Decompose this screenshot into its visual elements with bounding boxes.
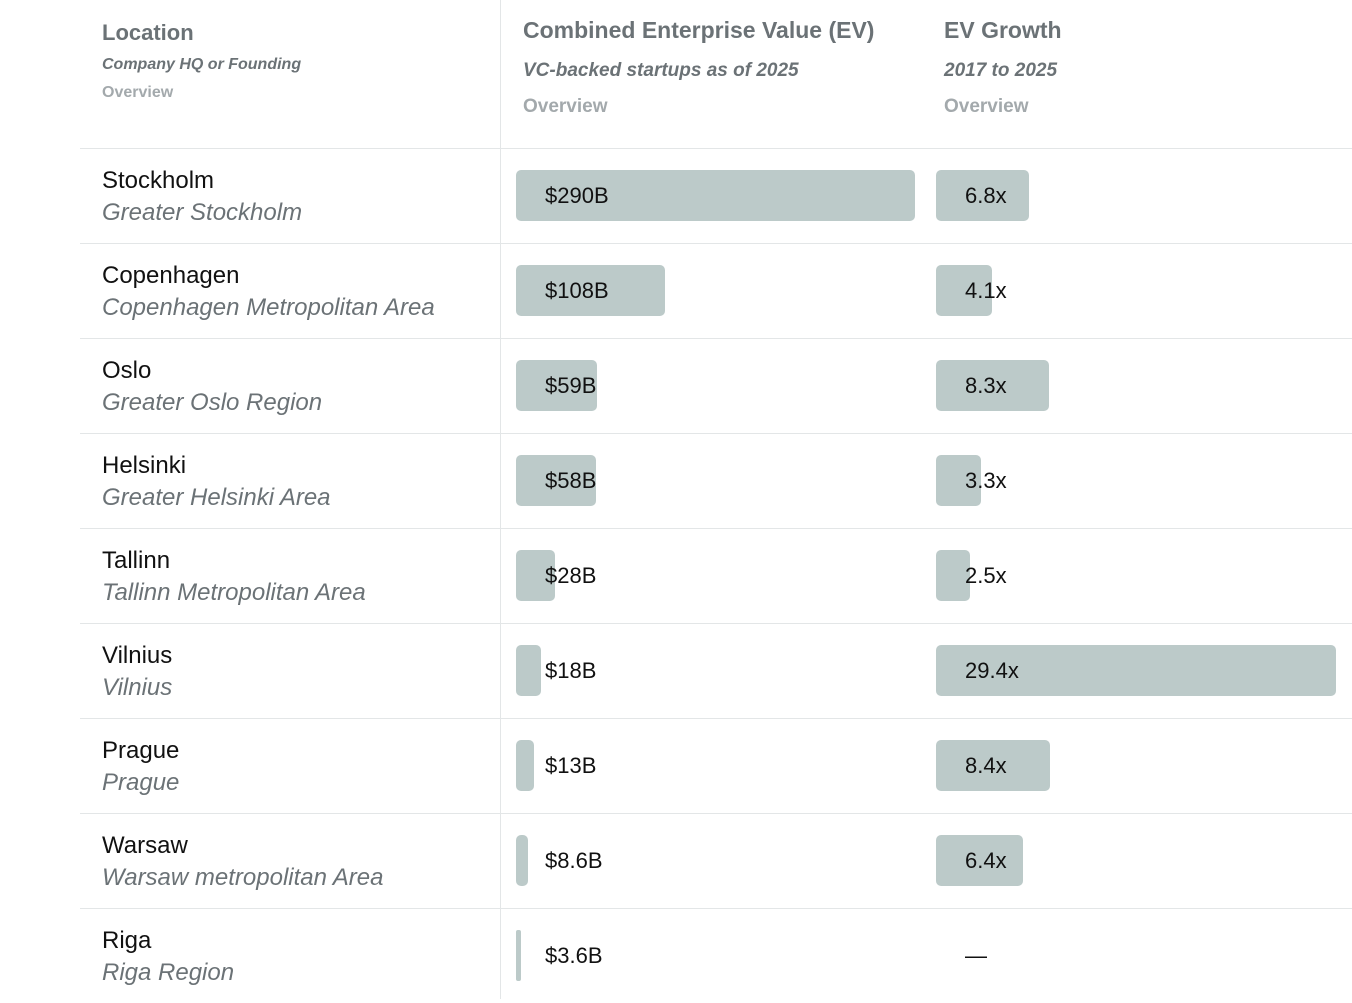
ev-overview-link[interactable]: Overview: [523, 96, 608, 117]
location-name: Copenhagen: [102, 262, 240, 289]
growth-value-label: 2.5x: [965, 563, 1007, 588]
growth-header-subtitle: 2017 to 2025: [944, 60, 1058, 81]
growth-value-label: 3.3x: [965, 468, 1007, 493]
location-header: Location Company HQ or Founding Overview: [102, 20, 301, 102]
location-name: Helsinki: [102, 452, 187, 479]
ev-bar: [516, 740, 534, 791]
growth-empty-dash: —: [965, 943, 987, 968]
location-area: Greater Oslo Region: [102, 389, 323, 416]
ev-bar: [516, 835, 528, 886]
growth-bar: [936, 360, 1049, 411]
growth-value-label: 6.4x: [965, 848, 1007, 873]
location-header-subtitle: Company HQ or Founding: [102, 56, 302, 73]
location-name: Tallinn: [102, 547, 171, 574]
table-row: Stockholm Greater Stockholm $290B 6.8x: [80, 149, 1352, 244]
growth-value-label: 8.3x: [965, 373, 1007, 398]
location-overview-link[interactable]: Overview: [102, 84, 174, 101]
growth-bar: [936, 645, 1336, 696]
ev-value-label: $58B: [545, 468, 597, 493]
table-row: Tallinn Tallinn Metropolitan Area $28B 2.5x: [80, 529, 1352, 624]
ev-bar: [516, 455, 596, 506]
table-row: Prague Prague $13B 8.4x: [80, 719, 1352, 814]
location-area: Copenhagen Metropolitan Area: [102, 294, 435, 321]
location-name: Prague: [102, 737, 180, 764]
ev-value-label: $3.6B: [545, 943, 603, 968]
ev-value-label: $8.6B: [545, 848, 603, 873]
location-area: Greater Helsinki Area: [102, 484, 331, 511]
location-name: Oslo: [102, 357, 152, 384]
location-header-title: Location: [102, 20, 194, 45]
location-area: Prague: [102, 769, 180, 796]
column-divider: [500, 0, 501, 999]
growth-value-label: 6.8x: [965, 183, 1007, 208]
ev-header: Combined Enterprise Value (EV) VC-backed…: [523, 17, 874, 118]
growth-bar: [936, 740, 1051, 791]
location-name: Riga: [102, 927, 152, 954]
table-row: Riga Riga Region $3.6B —: [80, 909, 1352, 1003]
ev-bar: [516, 170, 915, 221]
growth-header: EV Growth 2017 to 2025 Overview: [944, 17, 1062, 118]
ev-bar: [516, 930, 521, 981]
table-row: Copenhagen Copenhagen Metropolitan Area $1…: [80, 244, 1352, 339]
location-name: Warsaw: [102, 832, 188, 859]
location-area: Riga Region: [102, 959, 235, 986]
location-name: Vilnius: [102, 642, 173, 669]
growth-bar: [936, 550, 970, 601]
ev-bar: [516, 265, 665, 316]
growth-value-label: 8.4x: [965, 753, 1007, 778]
location-area: Tallinn Metropolitan Area: [102, 579, 366, 606]
ev-table: Location Company HQ or Founding Overview…: [80, 0, 1352, 999]
ev-header-title: Combined Enterprise Value (EV): [523, 17, 875, 43]
growth-bar: [936, 835, 1024, 886]
location-area: Warsaw metropolitan Area: [102, 864, 384, 891]
growth-header-title: EV Growth: [944, 17, 1062, 43]
table-row: Vilnius Vilnius $18B 29.4x: [80, 624, 1352, 719]
growth-overview-link[interactable]: Overview: [944, 96, 1029, 117]
ev-value-label: $28B: [545, 563, 597, 588]
ev-bar: [516, 645, 541, 696]
ev-value-label: $18B: [545, 658, 597, 683]
table-row: Warsaw Warsaw metropolitan Area $8.6B 6.4x: [80, 814, 1352, 909]
ev-bar: [516, 550, 555, 601]
growth-value-label: 29.4x: [965, 658, 1019, 683]
ev-header-subtitle: VC-backed startups as of 2025: [523, 60, 799, 81]
ev-value-label: $108B: [545, 278, 609, 303]
ev-bar: [516, 360, 598, 411]
location-area: Vilnius: [102, 674, 173, 701]
ev-value-label: $59B: [545, 373, 597, 398]
location-area: Greater Stockholm: [102, 199, 303, 226]
ev-value-label: $13B: [545, 753, 597, 778]
growth-bar: [936, 170, 1029, 221]
location-name: Stockholm: [102, 167, 215, 194]
table-row: Oslo Greater Oslo Region $59B 8.3x: [80, 339, 1352, 434]
table-body: Stockholm Greater Stockholm $290B 6.8x Copen…: [80, 149, 1352, 1003]
table-row: Helsinki Greater Helsinki Area $58B 3.3x: [80, 434, 1352, 529]
table-header: Location Company HQ or Founding Overview…: [80, 0, 1352, 149]
growth-bar: [936, 265, 992, 316]
ev-value-label: $290B: [545, 183, 609, 208]
growth-bar: [936, 455, 981, 506]
growth-value-label: 4.1x: [965, 278, 1007, 303]
